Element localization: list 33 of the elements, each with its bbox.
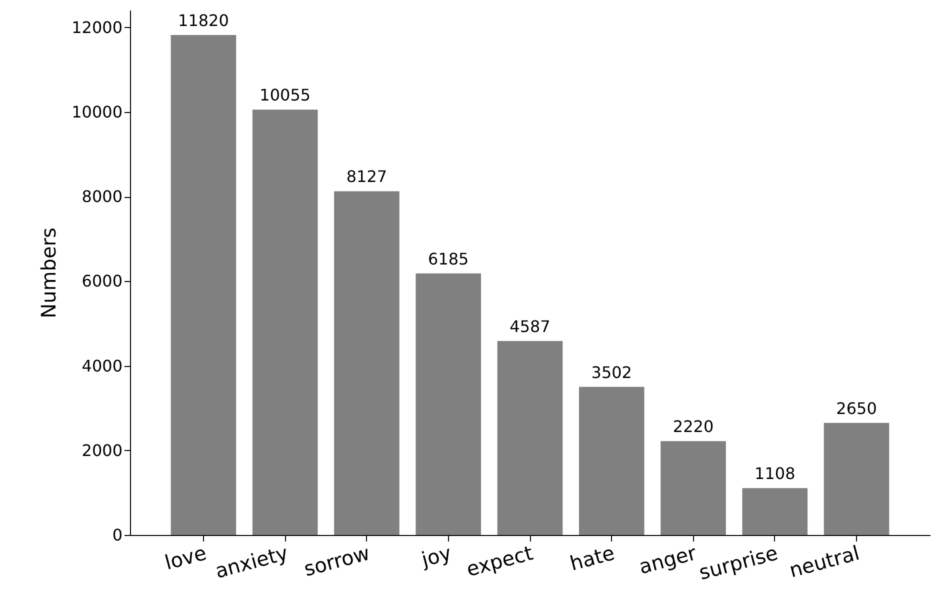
x-tick-label: hate (567, 540, 618, 576)
x-tick-label: expect (464, 540, 536, 582)
y-tick-label: 6000 (82, 272, 122, 291)
data-label: 4587 (510, 316, 550, 336)
y-tick-label: 12000 (72, 18, 122, 37)
bar (824, 422, 890, 535)
data-label: 8127 (346, 167, 388, 186)
data-label: 2220 (672, 417, 714, 436)
x-tick-label: sorrow (301, 540, 372, 582)
bar (170, 35, 236, 535)
x-tick-label: anxiety (212, 540, 291, 584)
bar (252, 110, 318, 535)
bar (742, 488, 808, 535)
bar (660, 441, 726, 535)
y-tick-label: 4000 (82, 356, 122, 376)
bar (578, 386, 644, 535)
y-axis-title: Numbers (36, 228, 61, 318)
y-tick-label: 8000 (82, 187, 122, 206)
x-tick-label: joy (418, 540, 454, 572)
bar (416, 273, 482, 535)
data-label: 11820 (178, 11, 229, 30)
bar (334, 191, 400, 535)
data-label: 2650 (836, 398, 877, 418)
data-label: 10055 (260, 86, 311, 105)
data-label: 1108 (754, 464, 796, 484)
data-label: 3502 (591, 362, 632, 382)
y-tick-label: 0 (112, 526, 122, 544)
x-tick-label: love (162, 540, 209, 575)
x-tick-label: neutral (786, 540, 862, 582)
bar (497, 340, 563, 535)
y-tick-label: 2000 (82, 440, 122, 460)
y-tick-label: 10000 (72, 102, 122, 122)
data-label: 6185 (428, 249, 469, 268)
